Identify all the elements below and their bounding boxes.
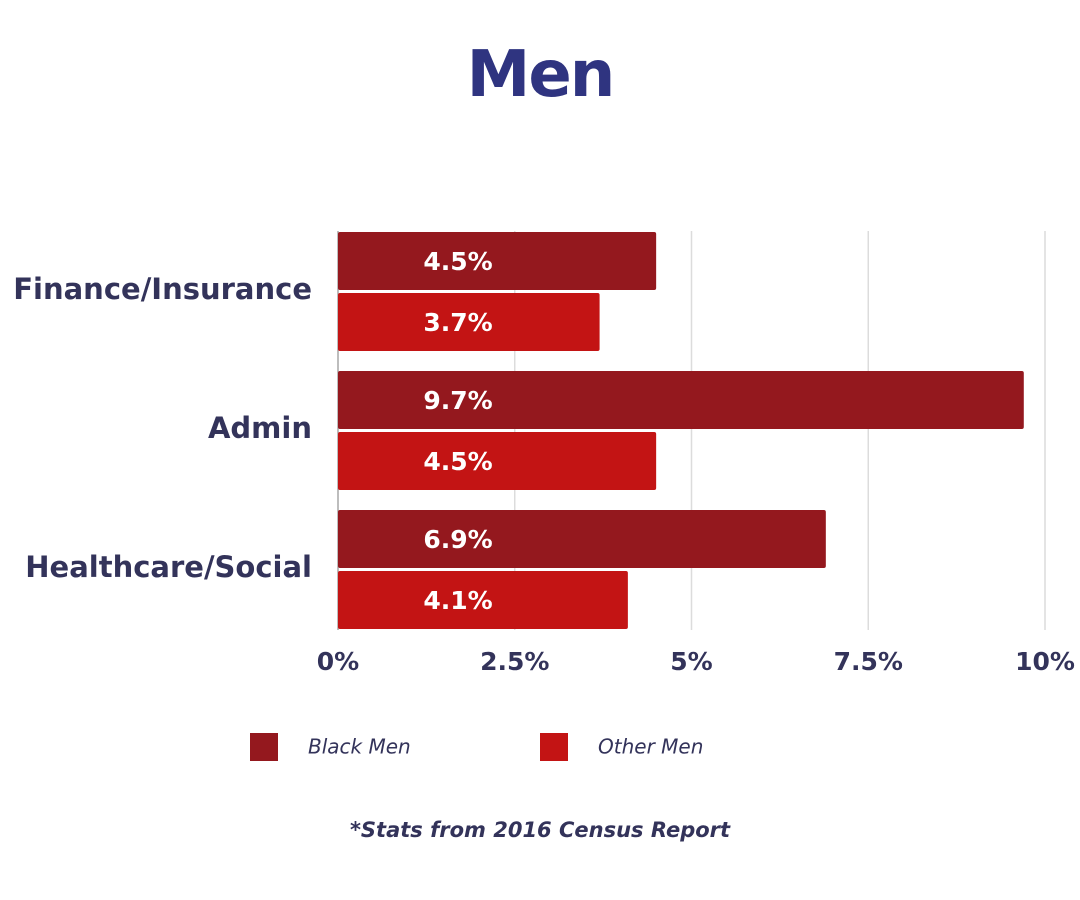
legend-label: Black Men xyxy=(308,735,411,759)
bar-value-label: 4.5% xyxy=(423,247,492,276)
bar-value-label: 6.9% xyxy=(423,525,492,554)
legend-swatch xyxy=(540,733,568,761)
chart-title: Men xyxy=(466,38,616,112)
grid-lines xyxy=(337,231,1046,630)
legend-label: Other Men xyxy=(598,735,703,759)
x-tick-label: 2.5% xyxy=(480,647,549,676)
bar-black-men xyxy=(338,232,657,290)
category-label: Finance/Insurance xyxy=(13,272,312,306)
x-tick-label: 10% xyxy=(1015,647,1075,676)
category-label: Admin xyxy=(208,411,312,445)
x-tick-label: 0% xyxy=(317,647,359,676)
category-labels: Finance/Insurance Admin Healthcare/Social xyxy=(13,272,312,584)
legend-swatch xyxy=(250,733,278,761)
bars xyxy=(338,232,1024,629)
bar-other-men xyxy=(338,571,628,629)
bar-value-label: 4.5% xyxy=(423,447,492,476)
bar-other-men xyxy=(338,293,600,351)
bar-labels: 4.5% 3.7% 9.7% 4.5% 6.9% 4.1% xyxy=(423,247,492,615)
bar-value-label: 9.7% xyxy=(423,386,492,415)
footnote: *Stats from 2016 Census Report xyxy=(349,818,731,842)
x-tick-label: 7.5% xyxy=(834,647,903,676)
category-label: Healthcare/Social xyxy=(25,550,312,584)
x-axis-ticks: 0% 2.5% 5% 7.5% 10% xyxy=(317,647,1075,676)
bar-black-men xyxy=(338,371,1024,429)
legend: Black Men Other Men xyxy=(250,733,703,761)
bar-value-label: 3.7% xyxy=(423,308,492,337)
bar-value-label: 4.1% xyxy=(423,586,492,615)
x-tick-label: 5% xyxy=(670,647,712,676)
bar-black-men xyxy=(338,510,826,568)
bar-other-men xyxy=(338,432,657,490)
